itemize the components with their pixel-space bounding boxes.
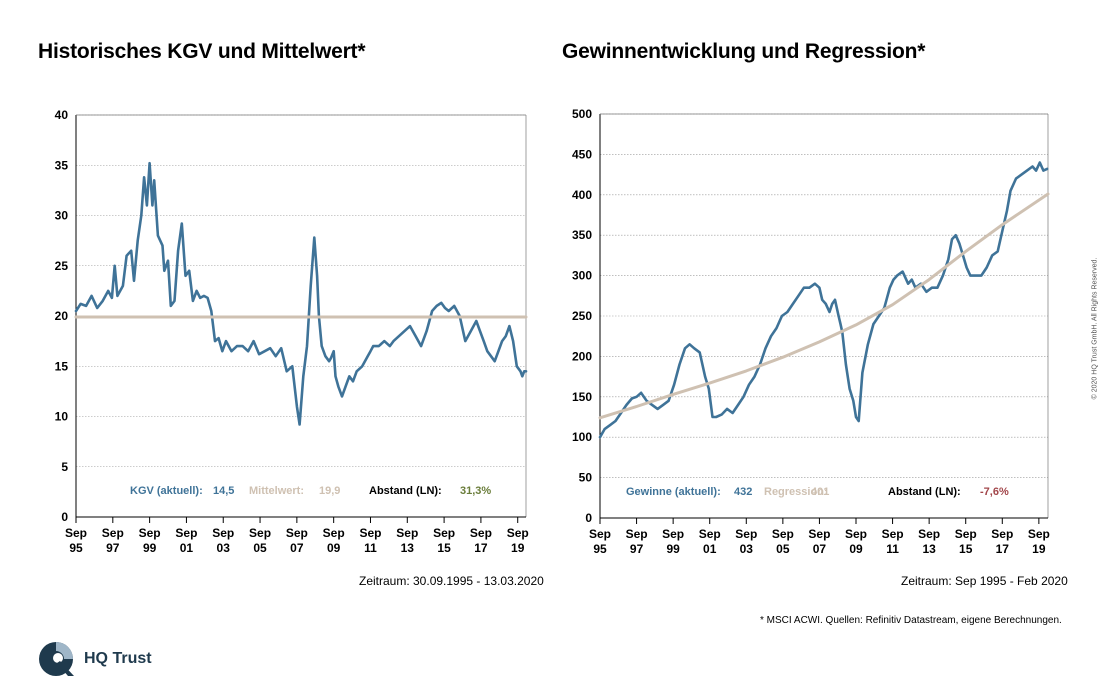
x-tick-label: Sep bbox=[589, 527, 611, 541]
x-tick-label: 03 bbox=[740, 542, 754, 556]
annotation-label: KGV (aktuell): bbox=[130, 485, 203, 497]
annotation-label: Gewinne (aktuell): bbox=[626, 486, 721, 498]
x-tick-label: 19 bbox=[511, 541, 525, 555]
period-kgv: Zeitraum: 30.09.1995 - 13.03.2020 bbox=[359, 574, 544, 588]
y-tick-label: 100 bbox=[572, 430, 592, 444]
x-tick-label: 15 bbox=[959, 542, 973, 556]
x-tick-label: 11 bbox=[886, 542, 899, 556]
data-series-line bbox=[598, 161, 1049, 439]
annotation-label: Abstand (LN): bbox=[369, 485, 442, 497]
x-tick-label: Sep bbox=[991, 527, 1013, 541]
y-tick-label: 50 bbox=[579, 471, 593, 485]
x-tick-label: Sep bbox=[882, 527, 904, 541]
annotation-value: 401 bbox=[811, 486, 829, 498]
y-tick-label: 500 bbox=[572, 107, 592, 121]
x-tick-label: Sep bbox=[626, 527, 648, 541]
copyright-text: © 2020 HQ Trust GmbH. All Rights Reserve… bbox=[1091, 257, 1099, 400]
data-series-line bbox=[74, 161, 528, 426]
y-tick-label: 0 bbox=[585, 511, 592, 525]
x-tick-label: Sep bbox=[507, 526, 529, 540]
y-tick-label: 200 bbox=[572, 349, 592, 363]
x-tick-label: Sep bbox=[65, 526, 87, 540]
x-tick-label: 07 bbox=[290, 541, 304, 555]
x-tick-label: 11 bbox=[364, 541, 377, 555]
y-tick-label: 20 bbox=[55, 309, 69, 323]
x-tick-label: Sep bbox=[662, 527, 684, 541]
annotation-label: Regression: bbox=[764, 486, 828, 498]
x-tick-label: 09 bbox=[327, 541, 341, 555]
x-tick-label: Sep bbox=[323, 526, 345, 540]
x-tick-label: 99 bbox=[666, 542, 680, 556]
y-tick-label: 5 bbox=[61, 460, 68, 474]
x-tick-label: Sep bbox=[699, 527, 721, 541]
y-tick-label: 40 bbox=[55, 108, 69, 122]
x-tick-label: 01 bbox=[703, 542, 717, 556]
x-tick-label: Sep bbox=[396, 526, 418, 540]
x-tick-label: 17 bbox=[996, 542, 1010, 556]
annotation-value: -7,6% bbox=[980, 486, 1009, 498]
y-tick-label: 10 bbox=[55, 410, 69, 424]
x-tick-label: Sep bbox=[808, 527, 830, 541]
reference-line bbox=[598, 192, 1050, 420]
x-tick-label: Sep bbox=[102, 526, 124, 540]
annotation-value: 432 bbox=[734, 486, 752, 498]
footnote: * MSCI ACWI. Quellen: Refinitiv Datastre… bbox=[760, 615, 1062, 626]
y-tick-label: 350 bbox=[572, 228, 592, 242]
x-tick-label: 09 bbox=[849, 542, 863, 556]
annotation-value: 14,5 bbox=[213, 485, 234, 497]
y-tick-label: 450 bbox=[572, 147, 592, 161]
y-tick-label: 35 bbox=[55, 158, 69, 172]
x-tick-label: 95 bbox=[593, 542, 607, 556]
hq-trust-logo-icon bbox=[39, 642, 74, 676]
x-tick-label: Sep bbox=[433, 526, 455, 540]
x-tick-label: 13 bbox=[922, 542, 936, 556]
x-tick-label: 05 bbox=[253, 541, 267, 555]
x-tick-label: Sep bbox=[1028, 527, 1050, 541]
x-tick-label: Sep bbox=[470, 526, 492, 540]
y-tick-label: 15 bbox=[55, 359, 69, 373]
y-tick-label: 25 bbox=[55, 259, 69, 273]
x-tick-label: Sep bbox=[918, 527, 940, 541]
x-tick-label: 07 bbox=[813, 542, 827, 556]
x-tick-label: 17 bbox=[474, 541, 488, 555]
x-tick-label: Sep bbox=[955, 527, 977, 541]
x-tick-label: Sep bbox=[286, 526, 308, 540]
y-tick-label: 250 bbox=[572, 309, 592, 323]
x-tick-label: Sep bbox=[359, 526, 381, 540]
x-tick-label: 97 bbox=[106, 541, 120, 555]
y-tick-label: 150 bbox=[572, 390, 592, 404]
y-tick-label: 0 bbox=[61, 510, 68, 524]
y-tick-label: 30 bbox=[55, 209, 69, 223]
x-tick-label: 15 bbox=[437, 541, 451, 555]
x-tick-label: 97 bbox=[630, 542, 644, 556]
x-tick-label: Sep bbox=[845, 527, 867, 541]
period-gewinn: Zeitraum: Sep 1995 - Feb 2020 bbox=[901, 574, 1068, 588]
y-tick-label: 400 bbox=[572, 188, 592, 202]
brand-name: HQ Trust bbox=[84, 650, 152, 667]
x-tick-label: Sep bbox=[772, 527, 794, 541]
x-tick-label: 05 bbox=[776, 542, 790, 556]
x-tick-label: Sep bbox=[735, 527, 757, 541]
annotation-value: 31,3% bbox=[460, 485, 491, 497]
x-tick-label: 13 bbox=[401, 541, 415, 555]
x-tick-label: 03 bbox=[217, 541, 231, 555]
x-tick-label: 19 bbox=[1032, 542, 1046, 556]
annotation-label: Mittelwert: bbox=[249, 485, 304, 497]
x-tick-label: Sep bbox=[139, 526, 161, 540]
annotation-value: 19,9 bbox=[319, 485, 340, 497]
x-tick-label: Sep bbox=[249, 526, 271, 540]
x-tick-label: Sep bbox=[175, 526, 197, 540]
x-tick-label: 01 bbox=[180, 541, 194, 555]
annotation-label: Abstand (LN): bbox=[888, 486, 961, 498]
x-tick-label: Sep bbox=[212, 526, 234, 540]
y-tick-label: 300 bbox=[572, 269, 592, 283]
x-tick-label: 95 bbox=[69, 541, 83, 555]
chart-title-kgv: Historisches KGV und Mittelwert* bbox=[38, 40, 366, 63]
x-tick-label: 99 bbox=[143, 541, 157, 555]
chart-title-gewinn: Gewinnentwicklung und Regression* bbox=[562, 40, 926, 63]
